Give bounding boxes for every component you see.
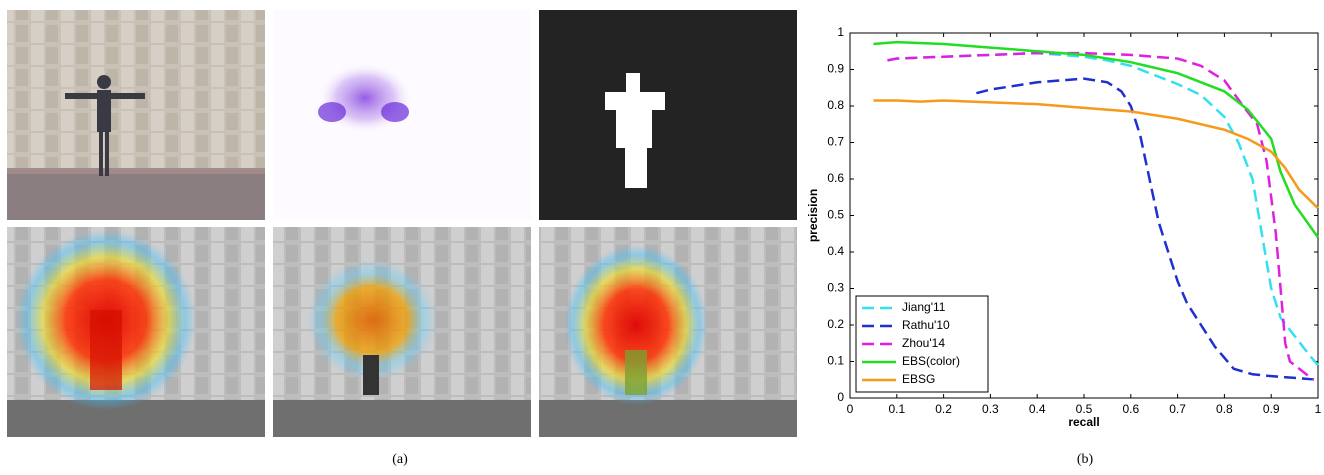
x-axis-label: recall (1068, 415, 1099, 429)
series-line (887, 51, 1315, 381)
x-tick-label: 0.1 (888, 402, 905, 416)
x-tick-label: 0.2 (935, 402, 952, 416)
caption: (b) (1077, 452, 1094, 467)
x-tick-label: 1 (1315, 402, 1322, 416)
chart: 0 0.1 0.2 0.3 0.4 0.5 0.6 0.7 0.8 0.9 1 0 0.1 0.2 0.3 0… (806, 25, 1321, 429)
image-panels (7, 10, 797, 437)
legend-box (855, 295, 989, 393)
series-line (873, 40, 1320, 239)
y-tick-label: 0.6 (827, 171, 844, 185)
legend-label: Zhou'14 (902, 336, 945, 350)
y-tick-label: 0.3 (827, 281, 844, 295)
x-tick-label: 0.4 (1029, 402, 1046, 416)
y-tick-label: 0.5 (827, 208, 844, 222)
y-tick-label: 0.1 (827, 354, 844, 368)
x-tick-label: 0.3 (982, 402, 999, 416)
y-tick-label: 1 (837, 25, 844, 39)
y-axis-label: precision (806, 189, 820, 242)
x-tick-label: 0.5 (1076, 402, 1093, 416)
y-tick-label: 0.7 (827, 135, 844, 149)
y-tick-label: 0 (837, 390, 844, 404)
y-tick-label: 0.8 (827, 98, 844, 112)
legend-label: EBSG (902, 372, 935, 386)
y-tick-label: 0.9 (827, 62, 844, 76)
legend-label: Rathu'10 (902, 318, 950, 332)
y-tick-label: 0.4 (827, 244, 844, 258)
series-line (873, 99, 1319, 210)
x-tick-label: 0.9 (1263, 402, 1280, 416)
legend-label: Jiang'11 (902, 300, 946, 314)
series-line (976, 77, 1319, 381)
x-tick-label: 0.7 (1169, 402, 1186, 416)
caption: (a) (392, 452, 408, 467)
legend-label: EBS(color) (902, 354, 960, 368)
x-tick-label: 0.6 (1122, 402, 1139, 416)
x-tick-label: 0 (847, 402, 854, 416)
x-tick-label: 0.8 (1216, 402, 1233, 416)
y-tick-label: 0.2 (827, 317, 844, 331)
